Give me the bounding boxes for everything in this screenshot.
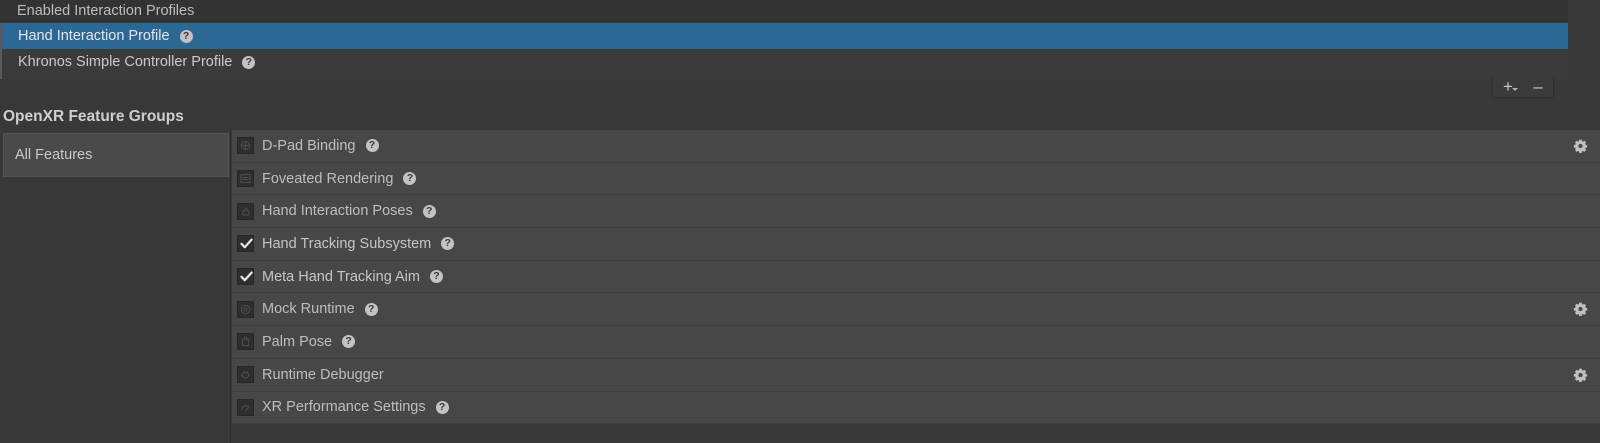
help-icon[interactable]: ? — [422, 204, 436, 218]
feature-label: D-Pad Binding — [262, 137, 356, 154]
feature-row-hand-interaction-poses[interactable]: Hand Interaction Poses ? — [232, 195, 1600, 229]
feature-glyph-icon — [240, 174, 251, 184]
features-table: D-Pad Binding ? Foveated Rendering ? Han… — [232, 130, 1600, 443]
feature-checkbox[interactable] — [237, 202, 254, 220]
enabled-interaction-profiles-header: Enabled Interaction Profiles — [0, 0, 1568, 22]
feature-checkbox[interactable] — [237, 170, 254, 188]
feature-row-d-pad-binding[interactable]: D-Pad Binding ? — [232, 130, 1600, 163]
plus-icon: + — [1503, 77, 1513, 96]
openxr-feature-groups-title: OpenXR Feature Groups — [3, 108, 184, 125]
feature-group-label: All Features — [15, 147, 93, 163]
feature-label: Palm Pose — [262, 333, 333, 350]
feature-label: Hand Interaction Poses — [262, 203, 413, 220]
checkmark-icon — [240, 238, 253, 249]
feature-row-palm-pose[interactable]: Palm Pose ? — [232, 326, 1600, 359]
interaction-profile-label: Khronos Simple Controller Profile — [18, 54, 233, 70]
profile-list-toolbar: + – — [1492, 76, 1554, 98]
interaction-profile-row-khronos-simple-controller-profile[interactable]: Khronos Simple Controller Profile ? — [2, 49, 1568, 75]
feature-label: Hand Tracking Subsystem — [262, 235, 432, 252]
feature-checkbox[interactable] — [237, 300, 254, 318]
help-icon[interactable]: ? — [435, 400, 449, 414]
help-icon[interactable]: ? — [179, 29, 193, 43]
help-icon[interactable]: ? — [403, 172, 417, 186]
help-icon[interactable]: ? — [365, 139, 379, 153]
feature-row-mock-runtime[interactable]: Mock Runtime ? — [232, 293, 1600, 327]
feature-checkbox[interactable] — [237, 137, 254, 155]
enabled-interaction-profiles-title: Enabled Interaction Profiles — [17, 3, 195, 19]
feature-checkbox[interactable] — [237, 235, 254, 253]
feature-checkbox[interactable] — [237, 366, 254, 384]
feature-label: XR Performance Settings — [262, 399, 426, 416]
feature-label: Mock Runtime — [262, 301, 355, 318]
feature-glyph-icon — [242, 207, 250, 216]
feature-glyph-icon — [240, 304, 251, 314]
help-icon[interactable]: ? — [441, 237, 455, 251]
gear-icon[interactable] — [1573, 138, 1588, 153]
feature-checkbox[interactable] — [237, 268, 254, 286]
feature-glyph-icon — [242, 337, 249, 347]
feature-checkbox[interactable] — [237, 398, 254, 416]
minus-icon: – — [1533, 77, 1543, 96]
feature-glyph-icon — [241, 371, 250, 379]
feature-row-xr-performance-settings[interactable]: XR Performance Settings ? — [232, 391, 1600, 425]
feature-groups-panel: All Features — [0, 131, 231, 443]
feature-checkbox[interactable] — [237, 333, 254, 351]
interaction-profile-label: Hand Interaction Profile — [18, 28, 170, 44]
interaction-profiles-list[interactable]: Hand Interaction Profile ? Khronos Simpl… — [0, 23, 1568, 79]
feature-label: Runtime Debugger — [262, 366, 384, 383]
feature-row-meta-hand-tracking-aim[interactable]: Meta Hand Tracking Aim ? — [232, 260, 1600, 294]
feature-label: Foveated Rendering — [262, 170, 394, 187]
feature-row-hand-tracking-subsystem[interactable]: Hand Tracking Subsystem ? — [232, 228, 1600, 261]
gear-icon[interactable] — [1573, 302, 1588, 317]
feature-label: Meta Hand Tracking Aim — [262, 268, 420, 285]
chevron-down-icon — [1512, 88, 1518, 91]
interaction-profile-row-hand-interaction-profile[interactable]: Hand Interaction Profile ? — [2, 23, 1568, 49]
checkmark-icon — [240, 271, 253, 282]
feature-row-runtime-debugger[interactable]: Runtime Debugger — [232, 358, 1600, 392]
help-icon[interactable]: ? — [242, 55, 256, 69]
feature-glyph-icon — [241, 405, 250, 411]
feature-glyph-icon — [241, 141, 250, 151]
remove-profile-button[interactable]: – — [1523, 76, 1553, 97]
feature-group-item-all-features[interactable]: All Features — [3, 133, 229, 177]
help-icon[interactable]: ? — [342, 335, 356, 349]
gear-icon[interactable] — [1573, 367, 1588, 382]
add-profile-button[interactable]: + — [1493, 76, 1523, 97]
help-icon[interactable]: ? — [429, 270, 443, 284]
feature-row-foveated-rendering[interactable]: Foveated Rendering ? — [232, 162, 1600, 196]
help-icon[interactable]: ? — [364, 302, 378, 316]
